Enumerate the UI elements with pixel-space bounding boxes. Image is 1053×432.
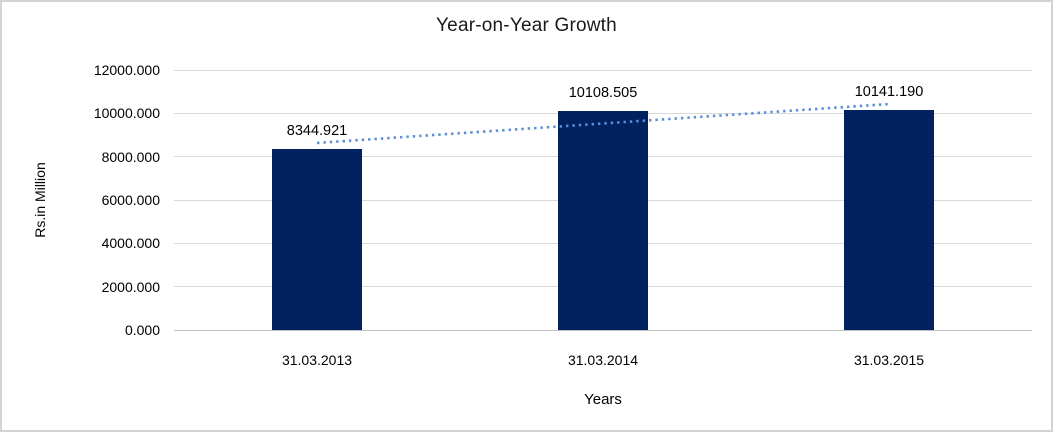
x-axis-line (174, 330, 1032, 331)
y-axis-tick-label: 10000.000 (93, 105, 160, 122)
x-axis-tick-label: 31.03.2014 (567, 352, 639, 368)
bar-value-label: 10108.505 (568, 84, 638, 101)
x-axis-tick-label: 31.03.2013 (281, 352, 353, 368)
bar (558, 110, 648, 330)
y-axis-tick-label: 6000.000 (101, 192, 160, 208)
bar (272, 149, 362, 330)
y-axis-tick-label: 0.000 (124, 322, 160, 338)
bar (844, 110, 934, 330)
y-axis-title: Rs.in Million (32, 162, 48, 238)
x-axis-title: Years (584, 391, 622, 408)
y-axis-tick-label: 4000.000 (101, 235, 160, 252)
bar-value-label: 8344.921 (286, 123, 348, 140)
gridline (174, 69, 1032, 71)
bar-value-label: 10141.190 (854, 84, 924, 101)
chart-title: Year-on-Year Growth (436, 15, 617, 36)
y-axis-tick-label: 12000.000 (93, 62, 160, 78)
y-axis-tick-label: 8000.000 (101, 148, 160, 165)
y-axis-tick-label: 2000.000 (101, 278, 160, 295)
x-axis-tick-label: 31.03.2015 (853, 352, 925, 368)
